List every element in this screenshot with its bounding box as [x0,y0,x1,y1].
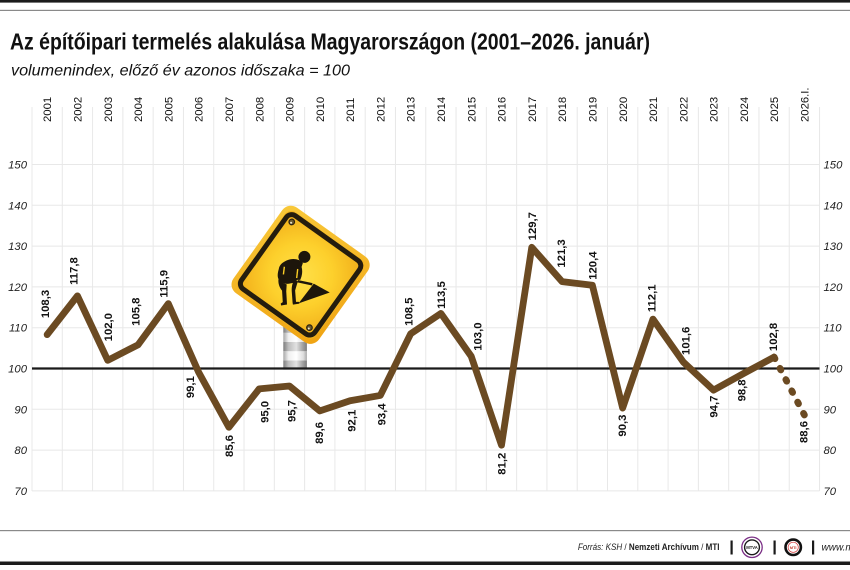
svg-text:108,5: 108,5 [404,298,416,326]
svg-text:2004: 2004 [133,97,145,122]
svg-text:2005: 2005 [163,97,175,122]
svg-text:105,8: 105,8 [131,298,143,326]
svg-text:2006: 2006 [194,97,206,122]
svg-text:140: 140 [824,200,844,212]
svg-text:2017: 2017 [527,97,539,122]
svg-text:90,3: 90,3 [617,415,629,437]
svg-text:2001: 2001 [42,97,54,122]
svg-text:2026.I.: 2026.I. [800,87,812,122]
svg-text:Az építőipari termelés alakulá: Az építőipari termelés alakulása Magyaro… [10,29,650,55]
svg-text:100: 100 [824,364,844,376]
svg-text:99,1: 99,1 [185,376,197,398]
svg-text:88,6: 88,6 [799,421,811,443]
svg-text:volumenindex, előző év azonos: volumenindex, előző év azonos időszaka =… [11,63,350,80]
svg-text:95,7: 95,7 [287,400,299,422]
svg-text:2019: 2019 [587,97,599,122]
svg-text:2022: 2022 [678,97,690,122]
svg-text:129,7: 129,7 [527,212,539,240]
svg-text:2025: 2025 [769,97,781,122]
svg-text:110: 110 [824,323,843,335]
svg-text:120,4: 120,4 [587,251,599,280]
svg-text:80: 80 [14,445,27,457]
svg-text:2021: 2021 [648,97,660,122]
svg-text:2015: 2015 [466,97,478,122]
svg-text:113,5: 113,5 [436,281,448,309]
svg-text:121,3: 121,3 [556,239,568,267]
svg-text:2012: 2012 [375,97,387,122]
svg-text:98,8: 98,8 [736,379,748,401]
svg-text:70: 70 [824,486,837,498]
svg-text:108,3: 108,3 [40,290,52,318]
svg-text:95,0: 95,0 [259,401,271,423]
svg-text:2016: 2016 [497,97,509,122]
svg-text:110: 110 [9,323,28,335]
svg-text:90: 90 [824,404,837,416]
svg-text:103,0: 103,0 [473,322,485,350]
svg-text:80: 80 [824,445,837,457]
svg-text:MTVA: MTVA [746,545,758,550]
svg-text:85,6: 85,6 [224,435,236,457]
svg-text:101,6: 101,6 [680,327,692,355]
svg-text:2023: 2023 [709,97,721,122]
svg-text:140: 140 [8,200,28,212]
svg-text:102,8: 102,8 [768,323,780,351]
svg-text:2008: 2008 [254,97,266,122]
svg-text:2010: 2010 [315,97,327,122]
svg-text:130: 130 [8,241,28,253]
svg-text:102,0: 102,0 [103,313,115,341]
svg-text:150: 150 [8,160,28,172]
svg-text:150: 150 [824,160,844,172]
svg-text:2011: 2011 [345,98,357,122]
svg-text:70: 70 [14,486,27,498]
svg-text:130: 130 [824,241,844,253]
svg-text:112,1: 112,1 [647,284,659,312]
svg-text:2013: 2013 [406,97,418,122]
svg-text:2024: 2024 [739,97,751,122]
svg-text:117,8: 117,8 [69,257,81,285]
svg-text:2009: 2009 [285,97,297,122]
svg-text:2007: 2007 [224,97,236,122]
svg-text:2014: 2014 [436,97,448,122]
svg-text:94,7: 94,7 [709,396,721,418]
svg-text:120: 120 [8,282,28,294]
svg-text:92,1: 92,1 [347,410,359,432]
svg-text:2002: 2002 [73,97,85,122]
svg-text:2018: 2018 [557,97,569,122]
svg-text:MTI: MTI [790,546,797,550]
svg-text:100: 100 [8,364,28,376]
svg-text:90: 90 [14,404,27,416]
svg-text:93,4: 93,4 [376,403,388,426]
svg-text:Forrás: KSH / Nemzeti Archívum: Forrás: KSH / Nemzeti Archívum / MTI [578,541,720,552]
svg-text:2003: 2003 [103,97,115,122]
svg-text:www.m: www.m [822,543,850,554]
svg-text:89,6: 89,6 [314,422,326,444]
svg-text:81,2: 81,2 [497,453,509,475]
svg-text:120: 120 [824,282,844,294]
svg-text:2020: 2020 [618,97,630,122]
svg-text:115,9: 115,9 [158,270,170,298]
